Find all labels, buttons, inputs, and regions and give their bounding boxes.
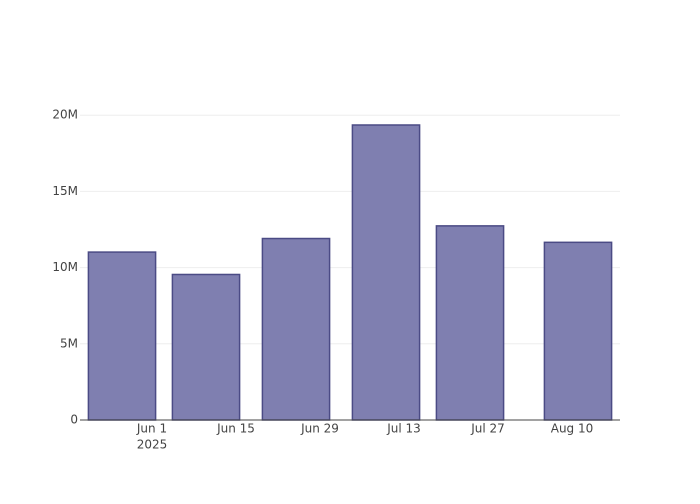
bar [351, 124, 421, 421]
y-tick-label: 0 [70, 413, 78, 427]
bar [87, 251, 157, 421]
y-tick-label: 20M [52, 108, 78, 122]
bar [261, 237, 331, 421]
x-tick-label: Jul 27 [470, 422, 505, 436]
x-tick-label: Aug 10 [551, 422, 594, 436]
x-tick-label: Jun 15 [216, 422, 255, 436]
bar [171, 273, 241, 421]
x-tick-label: Jul 13 [386, 422, 421, 436]
bar [435, 225, 505, 421]
bar [543, 241, 613, 421]
y-tick-label: 5M [60, 336, 78, 350]
x-tick-label: Jun 29 [300, 422, 339, 436]
x-tick-label: Jun 1 [136, 422, 167, 436]
y-tick-label: 15M [52, 184, 78, 198]
x-year-label: 2025 [137, 438, 168, 452]
y-tick-label: 10M [52, 260, 78, 274]
